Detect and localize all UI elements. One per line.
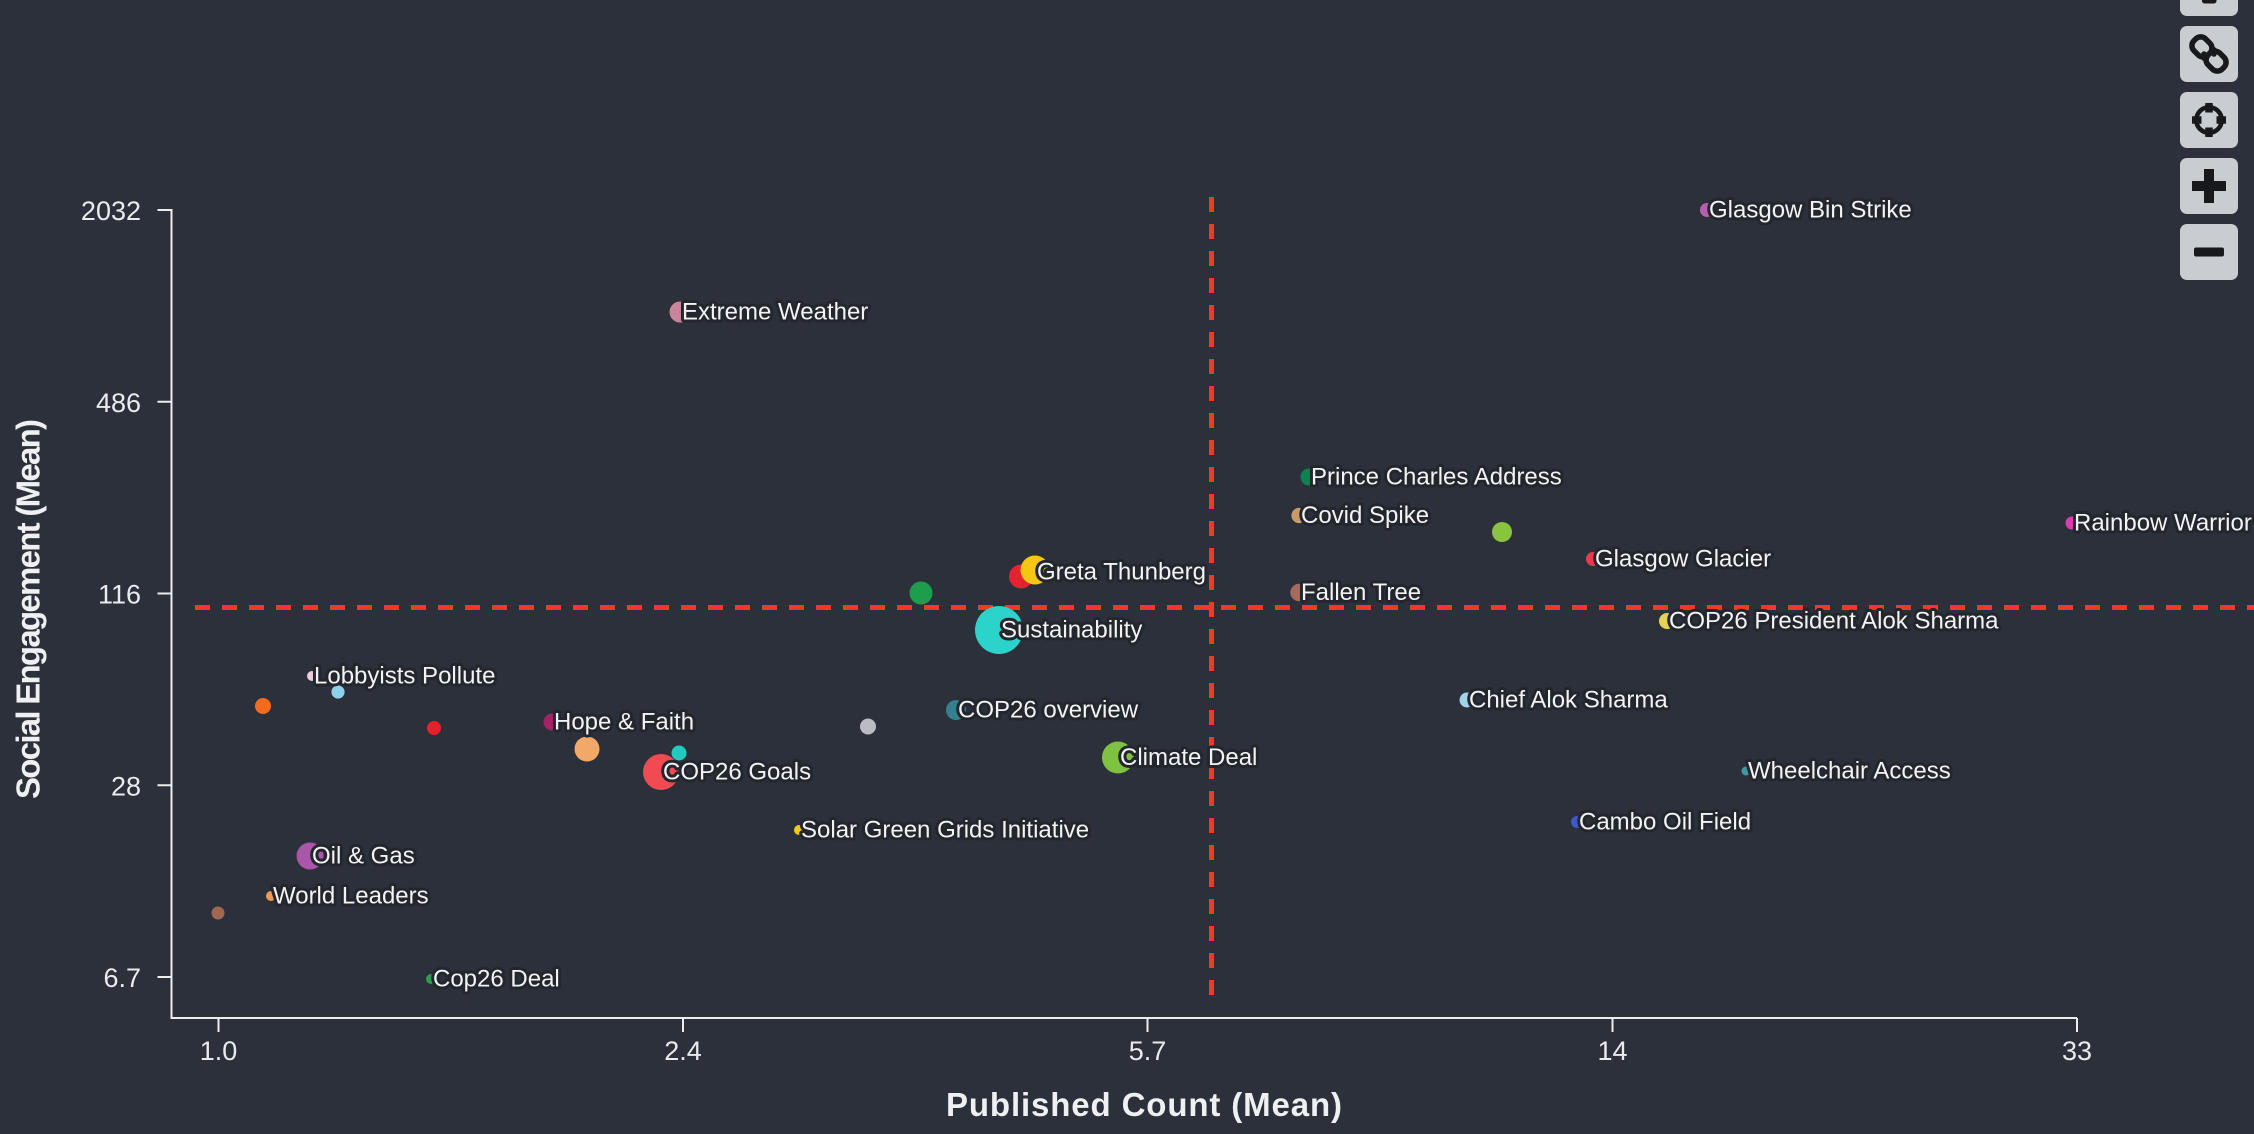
svg-text:Solar Green Grids Initiative: Solar Green Grids Initiative [801, 817, 1089, 844]
svg-text:2032: 2032 [81, 196, 141, 226]
svg-text:Sustainability: Sustainability [1001, 617, 1142, 644]
svg-text:2.4: 2.4 [664, 1036, 702, 1066]
svg-text:Oil & Gas: Oil & Gas [312, 843, 415, 870]
svg-text:116: 116 [98, 580, 141, 610]
svg-text:Rainbow Warrior: Rainbow Warrior [2074, 510, 2252, 537]
svg-text:COP26 overview: COP26 overview [958, 697, 1139, 724]
svg-text:Wheelchair Access: Wheelchair Access [1748, 758, 1951, 785]
svg-text:COP26 President Alok Sharma: COP26 President Alok Sharma [1669, 608, 1999, 635]
svg-text:Covid Spike: Covid Spike [1301, 502, 1429, 529]
svg-text:Lobbyists Pollute: Lobbyists Pollute [314, 663, 495, 690]
svg-text:Greta Thunberg: Greta Thunberg [1037, 559, 1206, 586]
svg-text:Glasgow Bin Strike: Glasgow Bin Strike [1709, 197, 1912, 224]
svg-text:6.7: 6.7 [103, 963, 141, 993]
svg-text:Hope & Faith: Hope & Faith [554, 709, 694, 736]
svg-text:5.7: 5.7 [1129, 1036, 1167, 1066]
svg-text:World Leaders: World Leaders [273, 883, 429, 910]
svg-text:Glasgow Glacier: Glasgow Glacier [1595, 546, 1771, 573]
svg-text:COP26 Goals: COP26 Goals [663, 759, 811, 786]
svg-text:Fallen Tree: Fallen Tree [1301, 579, 1421, 606]
svg-text:Extreme Weather: Extreme Weather [682, 299, 868, 326]
svg-text:Social Engagement (Mean): Social Engagement (Mean) [10, 419, 47, 799]
svg-text:Climate Deal: Climate Deal [1120, 744, 1257, 771]
svg-text:Cop26 Deal: Cop26 Deal [433, 966, 560, 993]
svg-text:486: 486 [96, 388, 141, 418]
svg-text:Published Count (Mean): Published Count (Mean) [946, 1086, 1342, 1123]
svg-text:33: 33 [2062, 1036, 2092, 1066]
svg-text:1.0: 1.0 [200, 1036, 238, 1066]
svg-text:28: 28 [111, 771, 141, 801]
svg-text:Cambo Oil Field: Cambo Oil Field [1579, 809, 1751, 836]
svg-text:Prince Charles Address: Prince Charles Address [1311, 464, 1562, 491]
svg-text:Chief Alok Sharma: Chief Alok Sharma [1469, 687, 1668, 714]
svg-text:14: 14 [1597, 1036, 1627, 1066]
